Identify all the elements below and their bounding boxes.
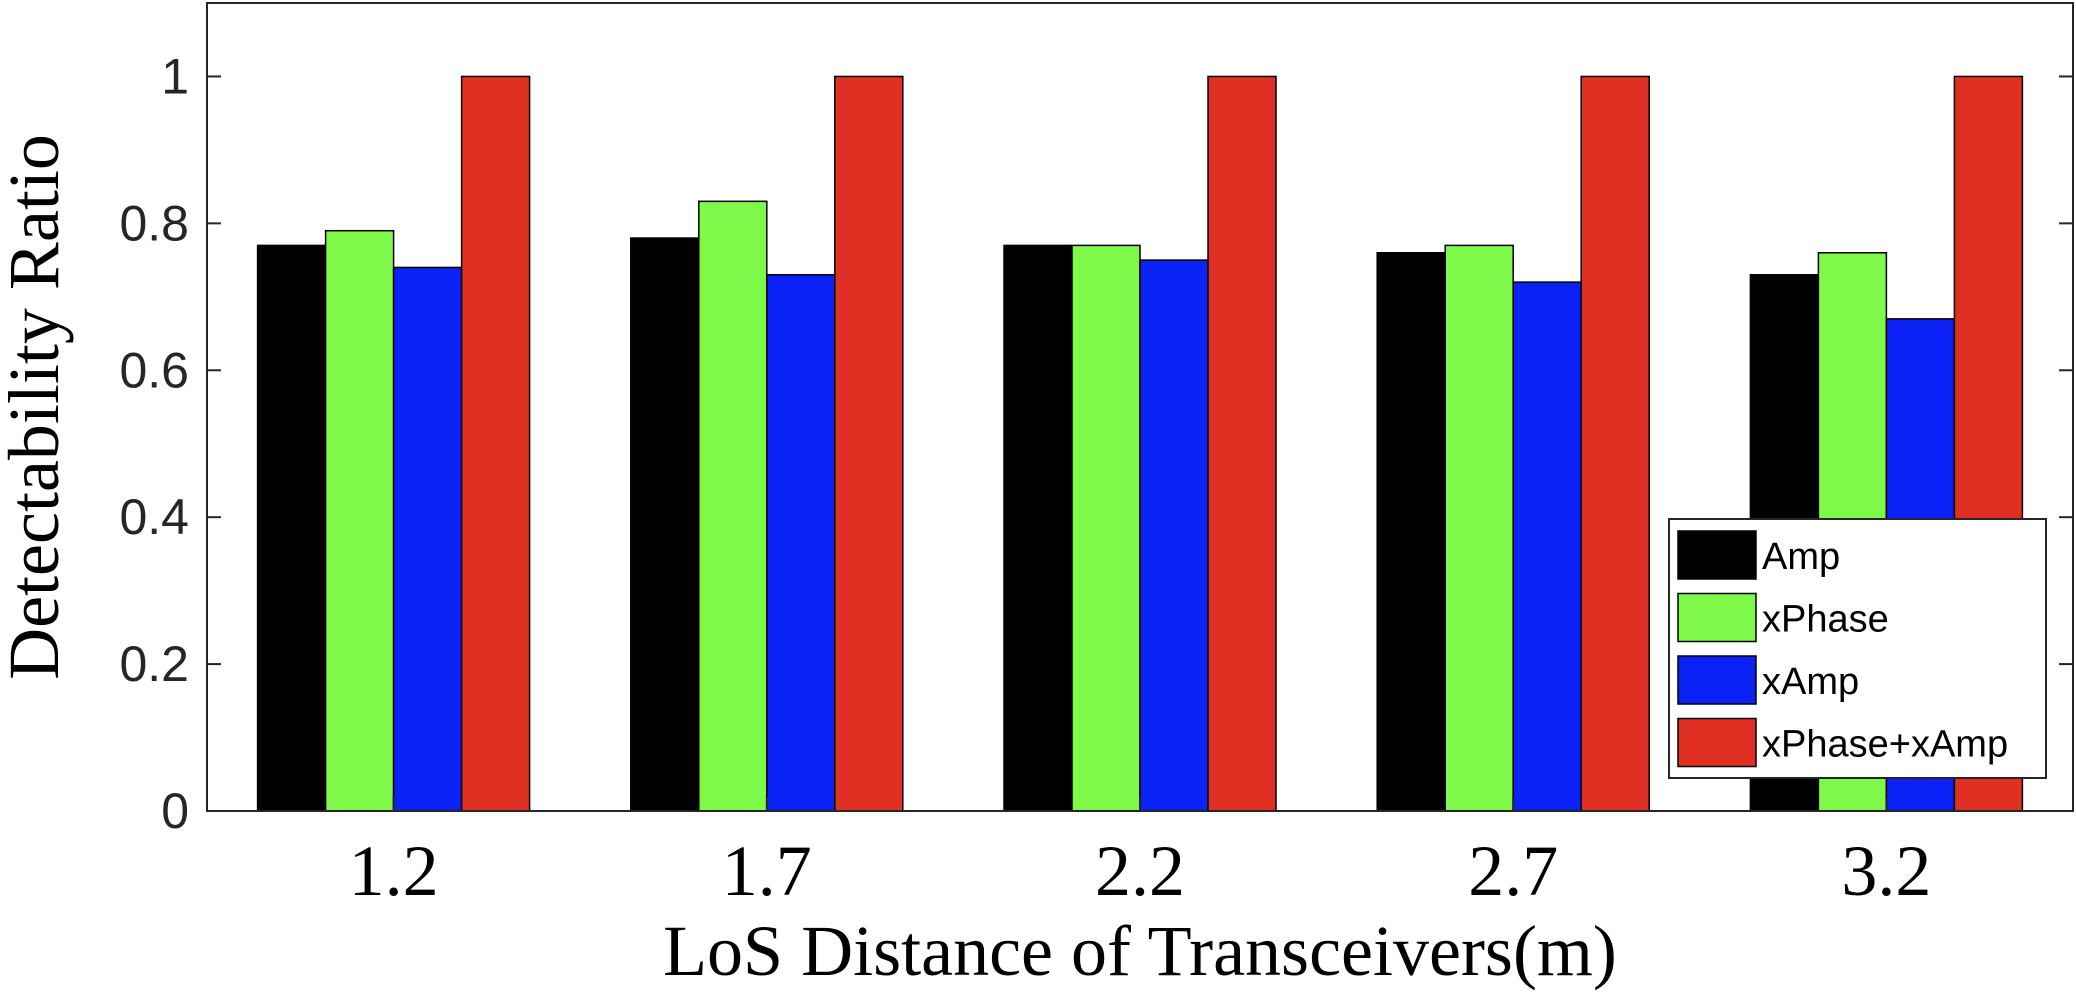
- y-tick-label: 1: [161, 48, 189, 104]
- bar-amp-2-7: [1376, 251, 1446, 812]
- bar-xphase-xamp-2-7: [1580, 75, 1650, 812]
- bar-xamp-2-7: [1512, 281, 1582, 812]
- y-axis-label: Detectability Ratio: [0, 134, 74, 680]
- legend-label-xphase: xPhase: [1762, 599, 1889, 641]
- x-tick-label: 1.7: [722, 831, 812, 911]
- y-tick-label: 0.6: [119, 342, 189, 398]
- legend-swatch-xamp: [1677, 655, 1757, 705]
- legend-swatch-xphase: [1677, 592, 1757, 643]
- x-tick-label: 2.2: [1095, 831, 1185, 911]
- x-tick-label: 2.7: [1468, 831, 1558, 911]
- bar-xphase-1-7: [698, 200, 768, 812]
- bar-xamp-2-2: [1139, 259, 1209, 812]
- x-tick-label: 3.2: [1841, 831, 1931, 911]
- bar-amp-1-2: [256, 244, 327, 812]
- bar-xamp-1-7: [766, 274, 836, 812]
- y-tick-label: 0: [161, 783, 189, 839]
- legend-swatch-amp: [1677, 530, 1757, 580]
- bar-xphase-2-2: [1071, 244, 1141, 812]
- bar-xphase-xamp-2-2: [1207, 75, 1277, 812]
- bar-xamp-1-2: [392, 266, 463, 812]
- bar-amp-1-7: [630, 237, 700, 812]
- bar-xphase-xamp-1-2: [460, 75, 531, 812]
- x-axis-label: LoS Distance of Transceivers(m): [663, 911, 1617, 990]
- legend-label-xphase-xamp: xPhase+xAmp: [1762, 724, 2008, 766]
- legend-label-xamp: xAmp: [1762, 661, 1859, 703]
- bar-xphase-2-7: [1444, 244, 1514, 812]
- bar-amp-2-2: [1003, 244, 1073, 812]
- legend-swatch-xphase-xamp: [1677, 717, 1757, 768]
- legend: Amp xPhase xAmp xPhase+xAmp: [1668, 518, 2047, 779]
- x-tick-label: 1.2: [349, 831, 439, 911]
- y-tick-label: 0.8: [119, 195, 189, 251]
- ticks-layer: 1.2 1.7 2.2 2.7 3.2 0 0.2 0.4 0.6 0.8 1: [119, 48, 2073, 911]
- legend-label-amp: Amp: [1762, 536, 1840, 578]
- y-tick-label: 0.2: [119, 636, 189, 692]
- bar-xphase-xamp-1-7: [834, 75, 904, 812]
- y-tick-label: 0.4: [119, 489, 189, 545]
- bar-xphase-1-2: [324, 229, 395, 812]
